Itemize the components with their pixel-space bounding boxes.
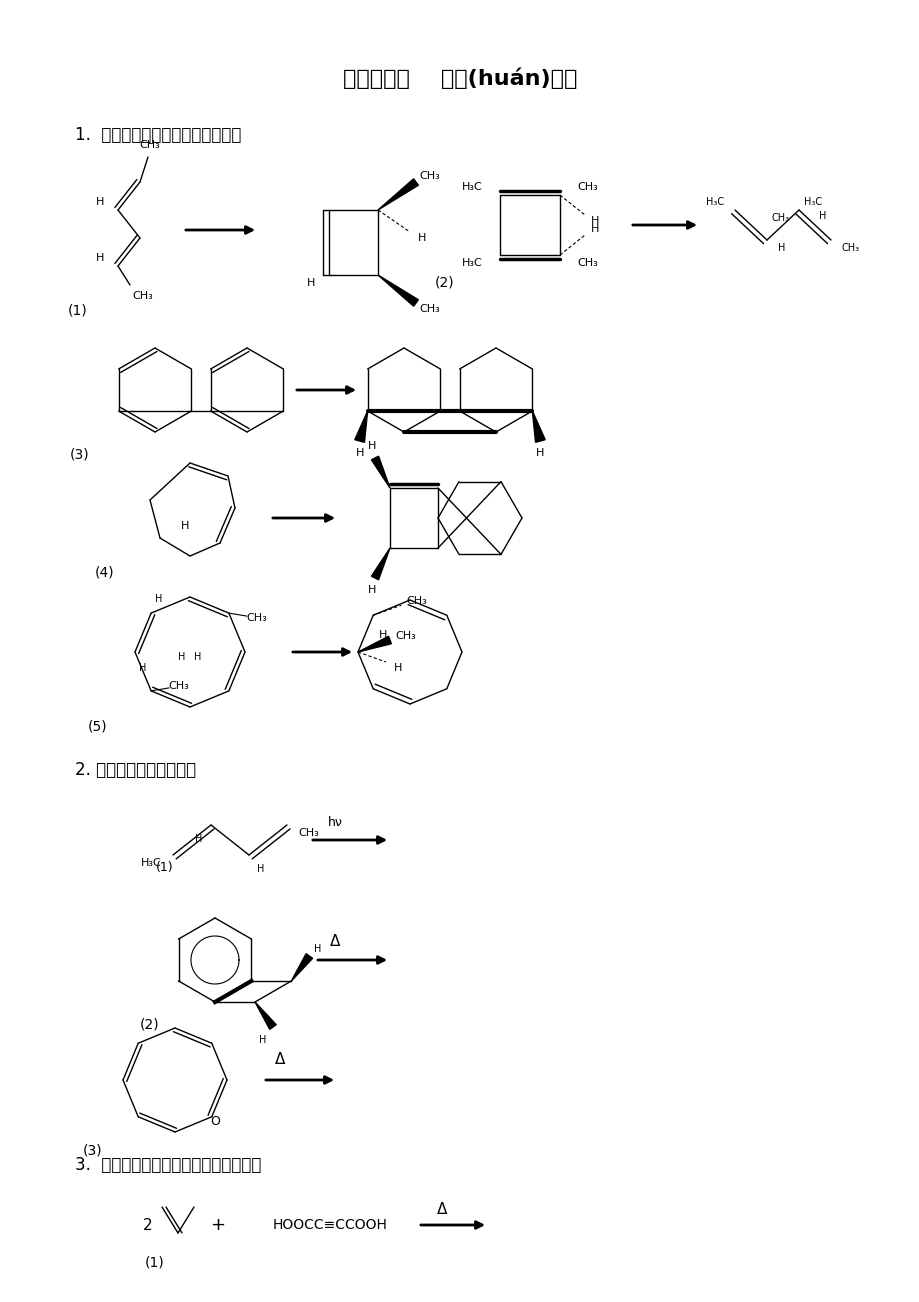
Text: CH₃: CH₃ xyxy=(406,596,427,607)
Text: H: H xyxy=(195,835,202,844)
Text: Δ: Δ xyxy=(275,1052,285,1068)
Text: H: H xyxy=(96,253,104,263)
Text: 第二十一章    周環(huán)反應: 第二十一章 周環(huán)反應 xyxy=(343,68,576,89)
Text: CH₃: CH₃ xyxy=(299,828,319,838)
Text: 2: 2 xyxy=(143,1217,153,1233)
Text: CH₃: CH₃ xyxy=(419,303,440,314)
Text: (2): (2) xyxy=(140,1018,160,1032)
Text: H₃C: H₃C xyxy=(803,197,822,207)
Text: 1.  下列反應應在什么條件下進行。: 1. 下列反應應在什么條件下進行。 xyxy=(75,126,241,145)
Text: H: H xyxy=(590,224,598,234)
Text: H: H xyxy=(819,211,826,221)
Text: (3): (3) xyxy=(70,448,90,462)
Text: H: H xyxy=(355,448,363,458)
Text: CH₃: CH₃ xyxy=(132,292,153,301)
Text: CH₃: CH₃ xyxy=(841,243,859,253)
Text: H: H xyxy=(96,197,104,207)
Polygon shape xyxy=(378,275,418,306)
Polygon shape xyxy=(357,637,391,652)
Text: HOOCC≡CCOOH: HOOCC≡CCOOH xyxy=(272,1217,387,1232)
Text: Δ: Δ xyxy=(437,1202,447,1216)
Polygon shape xyxy=(355,411,368,443)
Text: H: H xyxy=(590,216,598,227)
Text: H: H xyxy=(379,630,387,641)
Text: H: H xyxy=(155,594,163,604)
Text: H: H xyxy=(368,441,376,450)
Polygon shape xyxy=(255,1003,276,1030)
Text: H: H xyxy=(194,652,201,661)
Text: CH₃: CH₃ xyxy=(419,171,440,181)
Text: (3): (3) xyxy=(83,1143,103,1157)
Text: H: H xyxy=(777,243,785,253)
Text: CH₃: CH₃ xyxy=(246,613,267,624)
Text: 2. 寫出下列反應的產物。: 2. 寫出下列反應的產物。 xyxy=(75,760,196,779)
Text: H₃C: H₃C xyxy=(705,197,723,207)
Text: H: H xyxy=(393,663,402,673)
Text: H: H xyxy=(417,233,425,243)
Text: H: H xyxy=(139,663,146,673)
Text: CH₃: CH₃ xyxy=(168,681,189,691)
Text: H₃C: H₃C xyxy=(461,182,482,191)
Text: H₃C: H₃C xyxy=(461,258,482,268)
Text: H: H xyxy=(181,521,189,531)
Text: (1): (1) xyxy=(156,862,174,875)
Text: H: H xyxy=(536,448,544,458)
Polygon shape xyxy=(378,178,418,210)
Text: O: O xyxy=(210,1116,220,1129)
Text: 3.  完成下列反應，寫出產物或中間體。: 3. 完成下列反應，寫出產物或中間體。 xyxy=(75,1156,261,1174)
Text: CH₃: CH₃ xyxy=(395,631,416,641)
Text: (2): (2) xyxy=(435,276,454,290)
Polygon shape xyxy=(532,411,545,443)
Text: Δ: Δ xyxy=(329,935,340,949)
Text: (4): (4) xyxy=(95,566,115,579)
Polygon shape xyxy=(291,953,312,980)
Polygon shape xyxy=(371,456,390,488)
Text: (1): (1) xyxy=(145,1256,165,1269)
Text: CH₃: CH₃ xyxy=(140,141,160,150)
Text: H: H xyxy=(313,944,321,954)
Text: H: H xyxy=(178,652,186,661)
Polygon shape xyxy=(371,548,390,579)
Text: H: H xyxy=(259,1035,267,1046)
Text: (5): (5) xyxy=(88,720,108,734)
Text: H: H xyxy=(306,279,315,288)
Text: CH₃: CH₃ xyxy=(577,258,597,268)
Text: H₃C: H₃C xyxy=(141,858,161,868)
Text: CH₃: CH₃ xyxy=(577,182,597,191)
Text: hν: hν xyxy=(327,815,342,828)
Text: +: + xyxy=(210,1216,225,1234)
Text: H: H xyxy=(257,865,265,874)
Text: CH₃: CH₃ xyxy=(771,214,789,223)
Text: (1): (1) xyxy=(68,303,88,316)
Text: H: H xyxy=(368,585,376,595)
